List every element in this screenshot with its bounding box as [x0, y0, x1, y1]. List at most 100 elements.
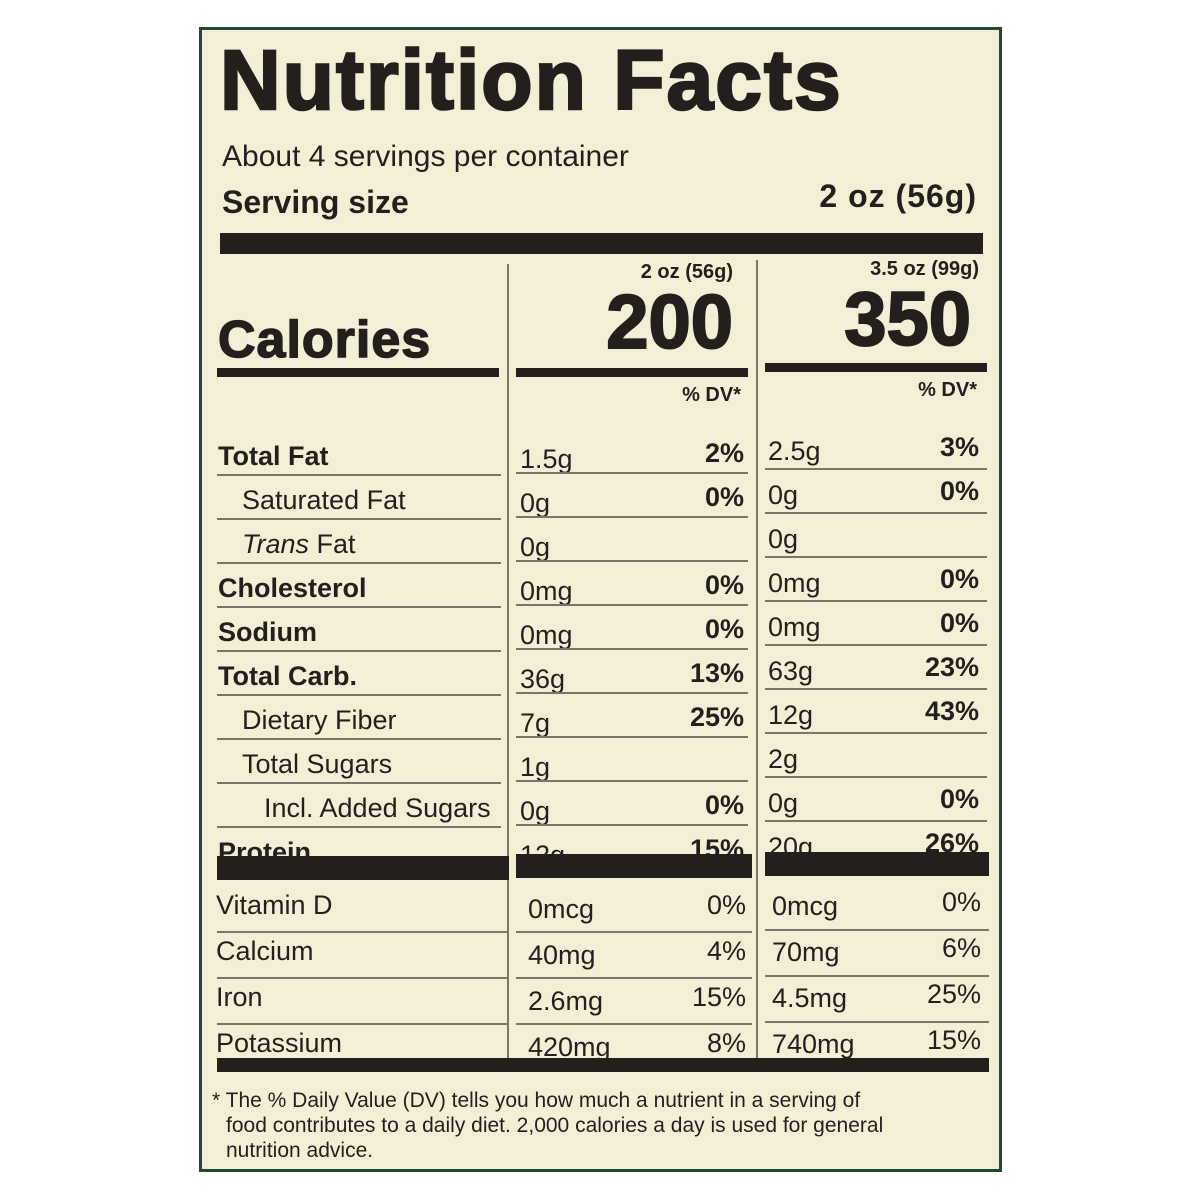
col2-amount: 0mcg	[772, 891, 839, 921]
col1-amount: 0mg	[520, 620, 573, 650]
col1-dv: 25%	[689, 702, 744, 732]
row-divider-name	[217, 474, 501, 476]
nutrient-name: Trans Fat	[218, 531, 356, 558]
nutrient-name: Total Sugars	[242, 749, 393, 779]
row-divider-col2	[765, 556, 987, 558]
col2-amount: 0g	[768, 524, 799, 554]
col2-dv: 6%	[941, 933, 981, 963]
col2-dv: 15%	[926, 1025, 981, 1055]
row-divider-name	[217, 650, 501, 652]
row-divider-col2	[765, 512, 987, 514]
row-divider-col1	[516, 780, 748, 782]
calories-bar-name	[217, 368, 499, 377]
row-divider-name	[217, 606, 501, 608]
row-divider-col2	[765, 776, 987, 778]
col1-amount: 0g	[520, 488, 551, 518]
row-divider-col2	[765, 688, 987, 690]
col2-amount: 0g	[768, 788, 799, 818]
nutrition-label: Nutrition Facts About 4 servings per con…	[199, 27, 1002, 1172]
daily-value-footnote: * The % Daily Value (DV) tells you how m…	[212, 1088, 992, 1163]
row-divider-name	[217, 738, 501, 740]
row-divider-col2	[765, 644, 987, 646]
col2-dv: 25%	[926, 979, 981, 1009]
col2-dv-header: % DV*	[918, 379, 977, 401]
column-divider-left	[507, 264, 509, 1060]
col1-dv: 0%	[706, 890, 746, 920]
nutrient-name: Incl. Added Sugars	[264, 793, 491, 823]
row-divider-col2	[765, 929, 989, 931]
row-divider-name	[217, 782, 501, 784]
row-divider-col1	[516, 931, 752, 933]
col1-amount: 420mg	[528, 1032, 611, 1062]
row-divider-name	[217, 562, 501, 564]
serving-size-label: Serving size	[222, 184, 409, 220]
col1-amount: 0mcg	[528, 894, 595, 924]
col1-dv: 0%	[704, 790, 744, 820]
nutrient-name-rest: Fat	[309, 529, 356, 559]
col2-amount: 0mg	[768, 568, 821, 598]
nutrient-name: Total Fat	[218, 441, 329, 471]
col1-amount: 1g	[520, 752, 551, 782]
calories-bar-col1	[516, 368, 748, 377]
col1-dv: 0%	[704, 614, 744, 644]
col2-dv: 0%	[939, 608, 979, 638]
serving-thick-bar	[220, 233, 983, 254]
col2-amount: 70mg	[772, 937, 840, 967]
col1-dv: 0%	[704, 482, 744, 512]
serving-size-value: 2 oz (56g)	[819, 178, 977, 214]
label-title: Nutrition Facts	[219, 33, 843, 127]
row-divider-col1	[516, 472, 748, 474]
col1-dv: 13%	[689, 658, 744, 688]
row-divider-col2	[765, 468, 987, 470]
calories-label: Calories	[217, 311, 432, 369]
row-divider-col1	[516, 648, 748, 650]
nutrient-name: Total Carb.	[218, 661, 358, 691]
col1-amount: 7g	[520, 708, 551, 738]
column-divider-right	[756, 260, 758, 1060]
row-divider-col1	[516, 824, 748, 826]
col1-amount: 2.6mg	[528, 986, 604, 1016]
col2-amount: 0mg	[768, 612, 821, 642]
col2-dv: 0%	[941, 887, 981, 917]
servings-per-container: About 4 servings per container	[222, 140, 629, 173]
col1-dv: 15%	[691, 982, 746, 1012]
col2-serving-size: 3.5 oz (99g)	[870, 258, 979, 280]
col1-dv: 2%	[704, 438, 744, 468]
row-divider-col2	[765, 600, 987, 602]
row-divider-name	[217, 1023, 509, 1025]
nutrient-name: Cholesterol	[218, 573, 367, 603]
col1-amount: 1.5g	[520, 444, 573, 474]
vitamins-bar-col2	[765, 852, 989, 876]
col2-dv: 0%	[939, 784, 979, 814]
nutrient-name-italic: Trans	[242, 529, 310, 559]
col2-dv: 43%	[924, 696, 979, 726]
row-divider-col2	[765, 732, 987, 734]
footnote-line-3: nutrition advice.	[226, 1139, 374, 1162]
row-divider-col1	[516, 516, 748, 518]
row-divider-col1	[516, 736, 748, 738]
row-divider-col2	[765, 1021, 989, 1023]
col1-dv: 8%	[706, 1028, 746, 1058]
row-divider-name	[217, 977, 509, 979]
calories-bar-col2	[765, 363, 987, 372]
row-divider-name	[217, 826, 501, 828]
col1-serving-size: 2 oz (56g)	[640, 261, 733, 283]
col1-dv-header: % DV*	[682, 384, 741, 406]
col2-amount: 4.5mg	[772, 983, 848, 1013]
row-divider-col1	[516, 1023, 752, 1025]
col1-amount: 0g	[520, 532, 551, 562]
row-divider-col2	[765, 975, 989, 977]
nutrient-name: Saturated Fat	[242, 485, 406, 515]
col2-calories: 350	[843, 277, 972, 362]
col1-calories: 200	[605, 280, 734, 365]
col2-amount: 2g	[768, 744, 799, 774]
vitamin-name: Potassium	[216, 1028, 343, 1058]
row-divider-col1	[516, 560, 748, 562]
col2-dv: 0%	[939, 564, 979, 594]
row-divider-col2	[765, 820, 987, 822]
vitamin-name: Vitamin D	[216, 890, 333, 920]
col1-amount: 0mg	[520, 576, 573, 606]
footnote-line-1: * The % Daily Value (DV) tells you how m…	[212, 1089, 861, 1112]
row-divider-col1	[516, 692, 748, 694]
row-divider-name	[217, 694, 501, 696]
